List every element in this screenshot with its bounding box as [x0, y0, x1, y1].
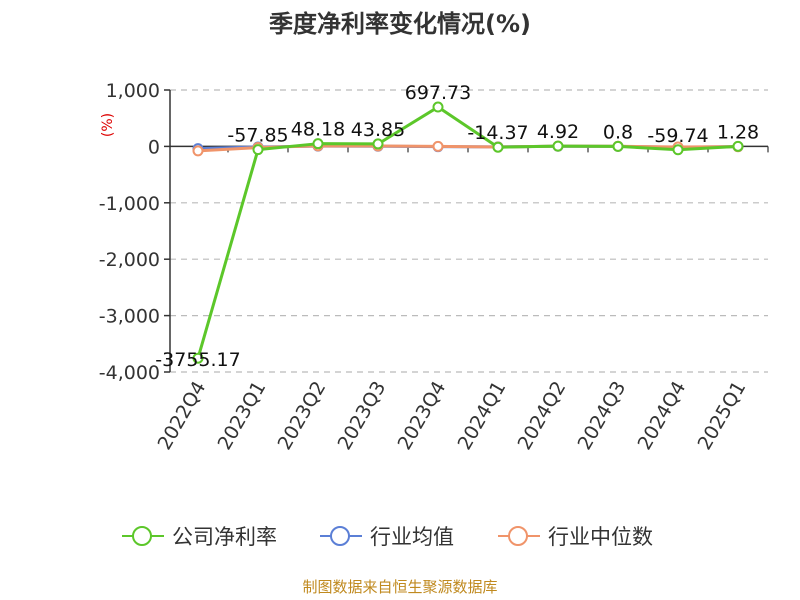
- x-tick-label: 2024Q3: [574, 378, 631, 454]
- x-tick-label: 2023Q1: [214, 378, 271, 454]
- data-label: 697.73: [405, 82, 471, 104]
- y-tick-label: 0: [148, 136, 160, 158]
- data-label: 48.18: [291, 119, 345, 141]
- x-tick-label: 2023Q4: [394, 378, 451, 454]
- series-group: [192, 101, 744, 364]
- legend-marker: [330, 526, 350, 546]
- data-label: 4.92: [537, 121, 579, 143]
- data-label: 43.85: [351, 119, 405, 141]
- data-point: [252, 144, 264, 156]
- data-point: [372, 138, 384, 150]
- data-point: [432, 101, 444, 113]
- x-tick-label: 2023Q3: [334, 378, 391, 454]
- legend-label: 行业中位数: [548, 525, 653, 549]
- data-point: [672, 144, 684, 156]
- data-label: -3755.17: [155, 349, 240, 371]
- legend-label: 公司净利率: [172, 525, 277, 549]
- y-tick-label: -3,000: [99, 306, 160, 328]
- data-label: -57.85: [227, 125, 288, 147]
- data-label: -14.37: [467, 122, 528, 144]
- x-tick-label: 2023Q2: [274, 378, 331, 454]
- y-axis-unit-label: (%): [100, 113, 116, 137]
- x-tick-label: 2022Q4: [154, 378, 211, 454]
- data-point: [612, 140, 624, 152]
- x-tick-label: 2025Q1: [694, 378, 751, 454]
- data-point: [312, 138, 324, 150]
- x-tick-label: 2024Q4: [634, 378, 691, 454]
- data-point: [732, 140, 744, 152]
- data-point: [432, 140, 444, 152]
- data-point: [192, 145, 204, 157]
- data-label: 1.28: [717, 121, 759, 143]
- legend-marker: [132, 526, 152, 546]
- legend-label: 行业均值: [370, 525, 454, 549]
- source-note: 制图数据来自恒生聚源数据库: [302, 578, 497, 596]
- series-line: [196, 105, 739, 359]
- gridlines: [170, 89, 768, 373]
- legend-marker: [508, 526, 528, 546]
- y-tick-label: -4,000: [99, 362, 160, 384]
- legend: 公司净利率 行业均值 行业中位数: [122, 525, 653, 549]
- chart-title: 季度净利率变化情况(%): [269, 10, 531, 38]
- y-tick-label: -2,000: [99, 249, 160, 271]
- data-point: [552, 140, 564, 152]
- x-tick-label: 2024Q2: [514, 378, 571, 454]
- y-tick-label: -1,000: [99, 193, 160, 215]
- data-point: [492, 141, 504, 153]
- data-label: 0.8: [603, 121, 633, 143]
- data-label: -59.74: [647, 125, 708, 147]
- data-point: [192, 352, 204, 364]
- y-tick-label: 1,000: [106, 80, 160, 102]
- x-tick-label: 2024Q1: [454, 378, 511, 454]
